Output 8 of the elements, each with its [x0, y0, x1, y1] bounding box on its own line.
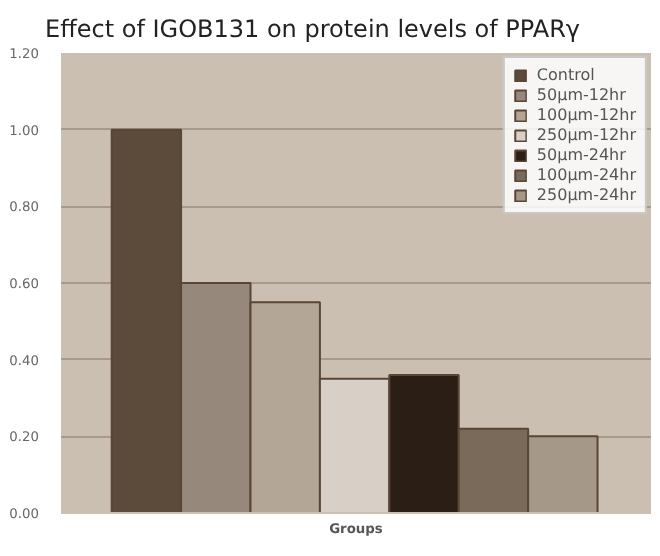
legend-label: 100μm-24hr: [536, 166, 636, 184]
legend-label: 100μm-12hr: [536, 106, 636, 124]
legend-label: 250μm-24hr: [536, 186, 636, 204]
legend-label: 50μm-12hr: [536, 86, 626, 104]
legend-label: 250μm-12hr: [536, 126, 636, 144]
legend-label: 50μm-24hr: [536, 146, 626, 164]
legend-label: Control: [536, 66, 595, 84]
chart-title: Effect of IGOB131 on protein levels of PPARγ: [45, 15, 581, 43]
